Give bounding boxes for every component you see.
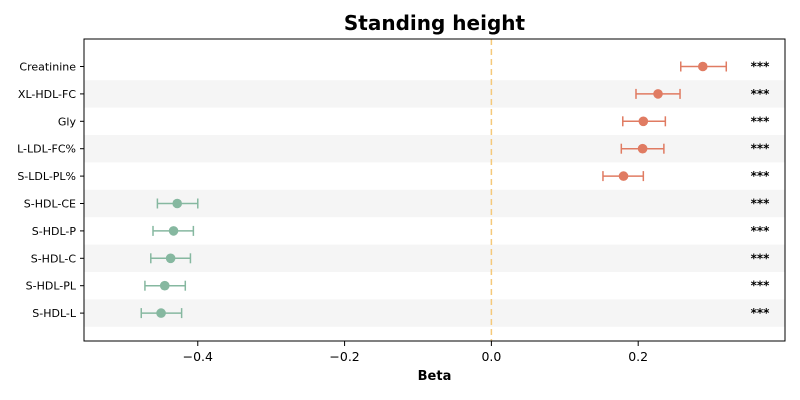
y-tick-label: S-HDL-C	[31, 252, 77, 265]
row-stripe	[84, 135, 785, 163]
significance-label: ***	[751, 87, 771, 101]
row-stripe	[84, 299, 785, 327]
row-stripe	[84, 189, 785, 218]
beta-point-XL-HDL-FC	[653, 89, 663, 99]
significance-label: ***	[751, 169, 771, 183]
beta-point-S-HDL-C	[165, 253, 176, 264]
x-axis-ticks: −0.4 −0.2 0.0 0.2	[183, 341, 648, 364]
beta-point-S-HDL-L	[156, 308, 166, 318]
significance-labels: *** *** *** *** *** *** *** *** *** ***	[751, 60, 771, 321]
x-tick-label: 0.2	[628, 349, 648, 364]
significance-label: ***	[751, 306, 771, 320]
y-tick-label: L-LDL-FC%	[17, 143, 76, 156]
x-tick-label: −0.4	[183, 349, 213, 364]
beta-point-Gly	[638, 116, 649, 127]
significance-label: ***	[751, 197, 771, 211]
y-tick-label: Gly	[58, 115, 77, 128]
y-tick-label: S-HDL-P	[32, 225, 77, 238]
significance-label: ***	[751, 251, 771, 265]
y-axis-ticks: Creatinine XL-HDL-FC Gly L-LDL-FC% S-LDL-PL%…	[17, 61, 84, 320]
significance-label: ***	[751, 224, 771, 238]
significance-label: ***	[751, 60, 771, 74]
y-tick-label: Creatinine	[19, 61, 76, 74]
y-tick-label: XL-HDL-FC	[18, 88, 76, 101]
y-tick-label: S-LDL-PL%	[17, 170, 76, 183]
y-tick-label: S-HDL-CE	[24, 198, 76, 211]
beta-point-S-HDL-P	[168, 226, 179, 236]
row-stripes	[84, 80, 785, 327]
x-tick-label: 0.0	[481, 349, 501, 364]
x-tick-label: −0.2	[329, 349, 359, 364]
row-stripe	[84, 244, 785, 272]
significance-label: ***	[751, 279, 771, 293]
beta-point-L-LDL-FC%	[637, 143, 648, 154]
y-tick-label: S-HDL-L	[32, 307, 77, 320]
plot-frame	[83, 38, 786, 342]
x-axis-label: Beta	[418, 369, 452, 384]
beta-points	[156, 61, 708, 318]
beta-point-S-LDL-PL%	[618, 171, 629, 181]
significance-label: ***	[751, 114, 771, 128]
beta-point-Creatinine	[697, 61, 708, 72]
y-tick-label: S-HDL-PL	[26, 280, 77, 293]
beta-point-S-HDL-PL	[159, 280, 170, 291]
significance-label: ***	[751, 142, 771, 156]
beta-point-S-HDL-CE	[172, 198, 183, 209]
chart-title: Standing height	[344, 11, 526, 35]
